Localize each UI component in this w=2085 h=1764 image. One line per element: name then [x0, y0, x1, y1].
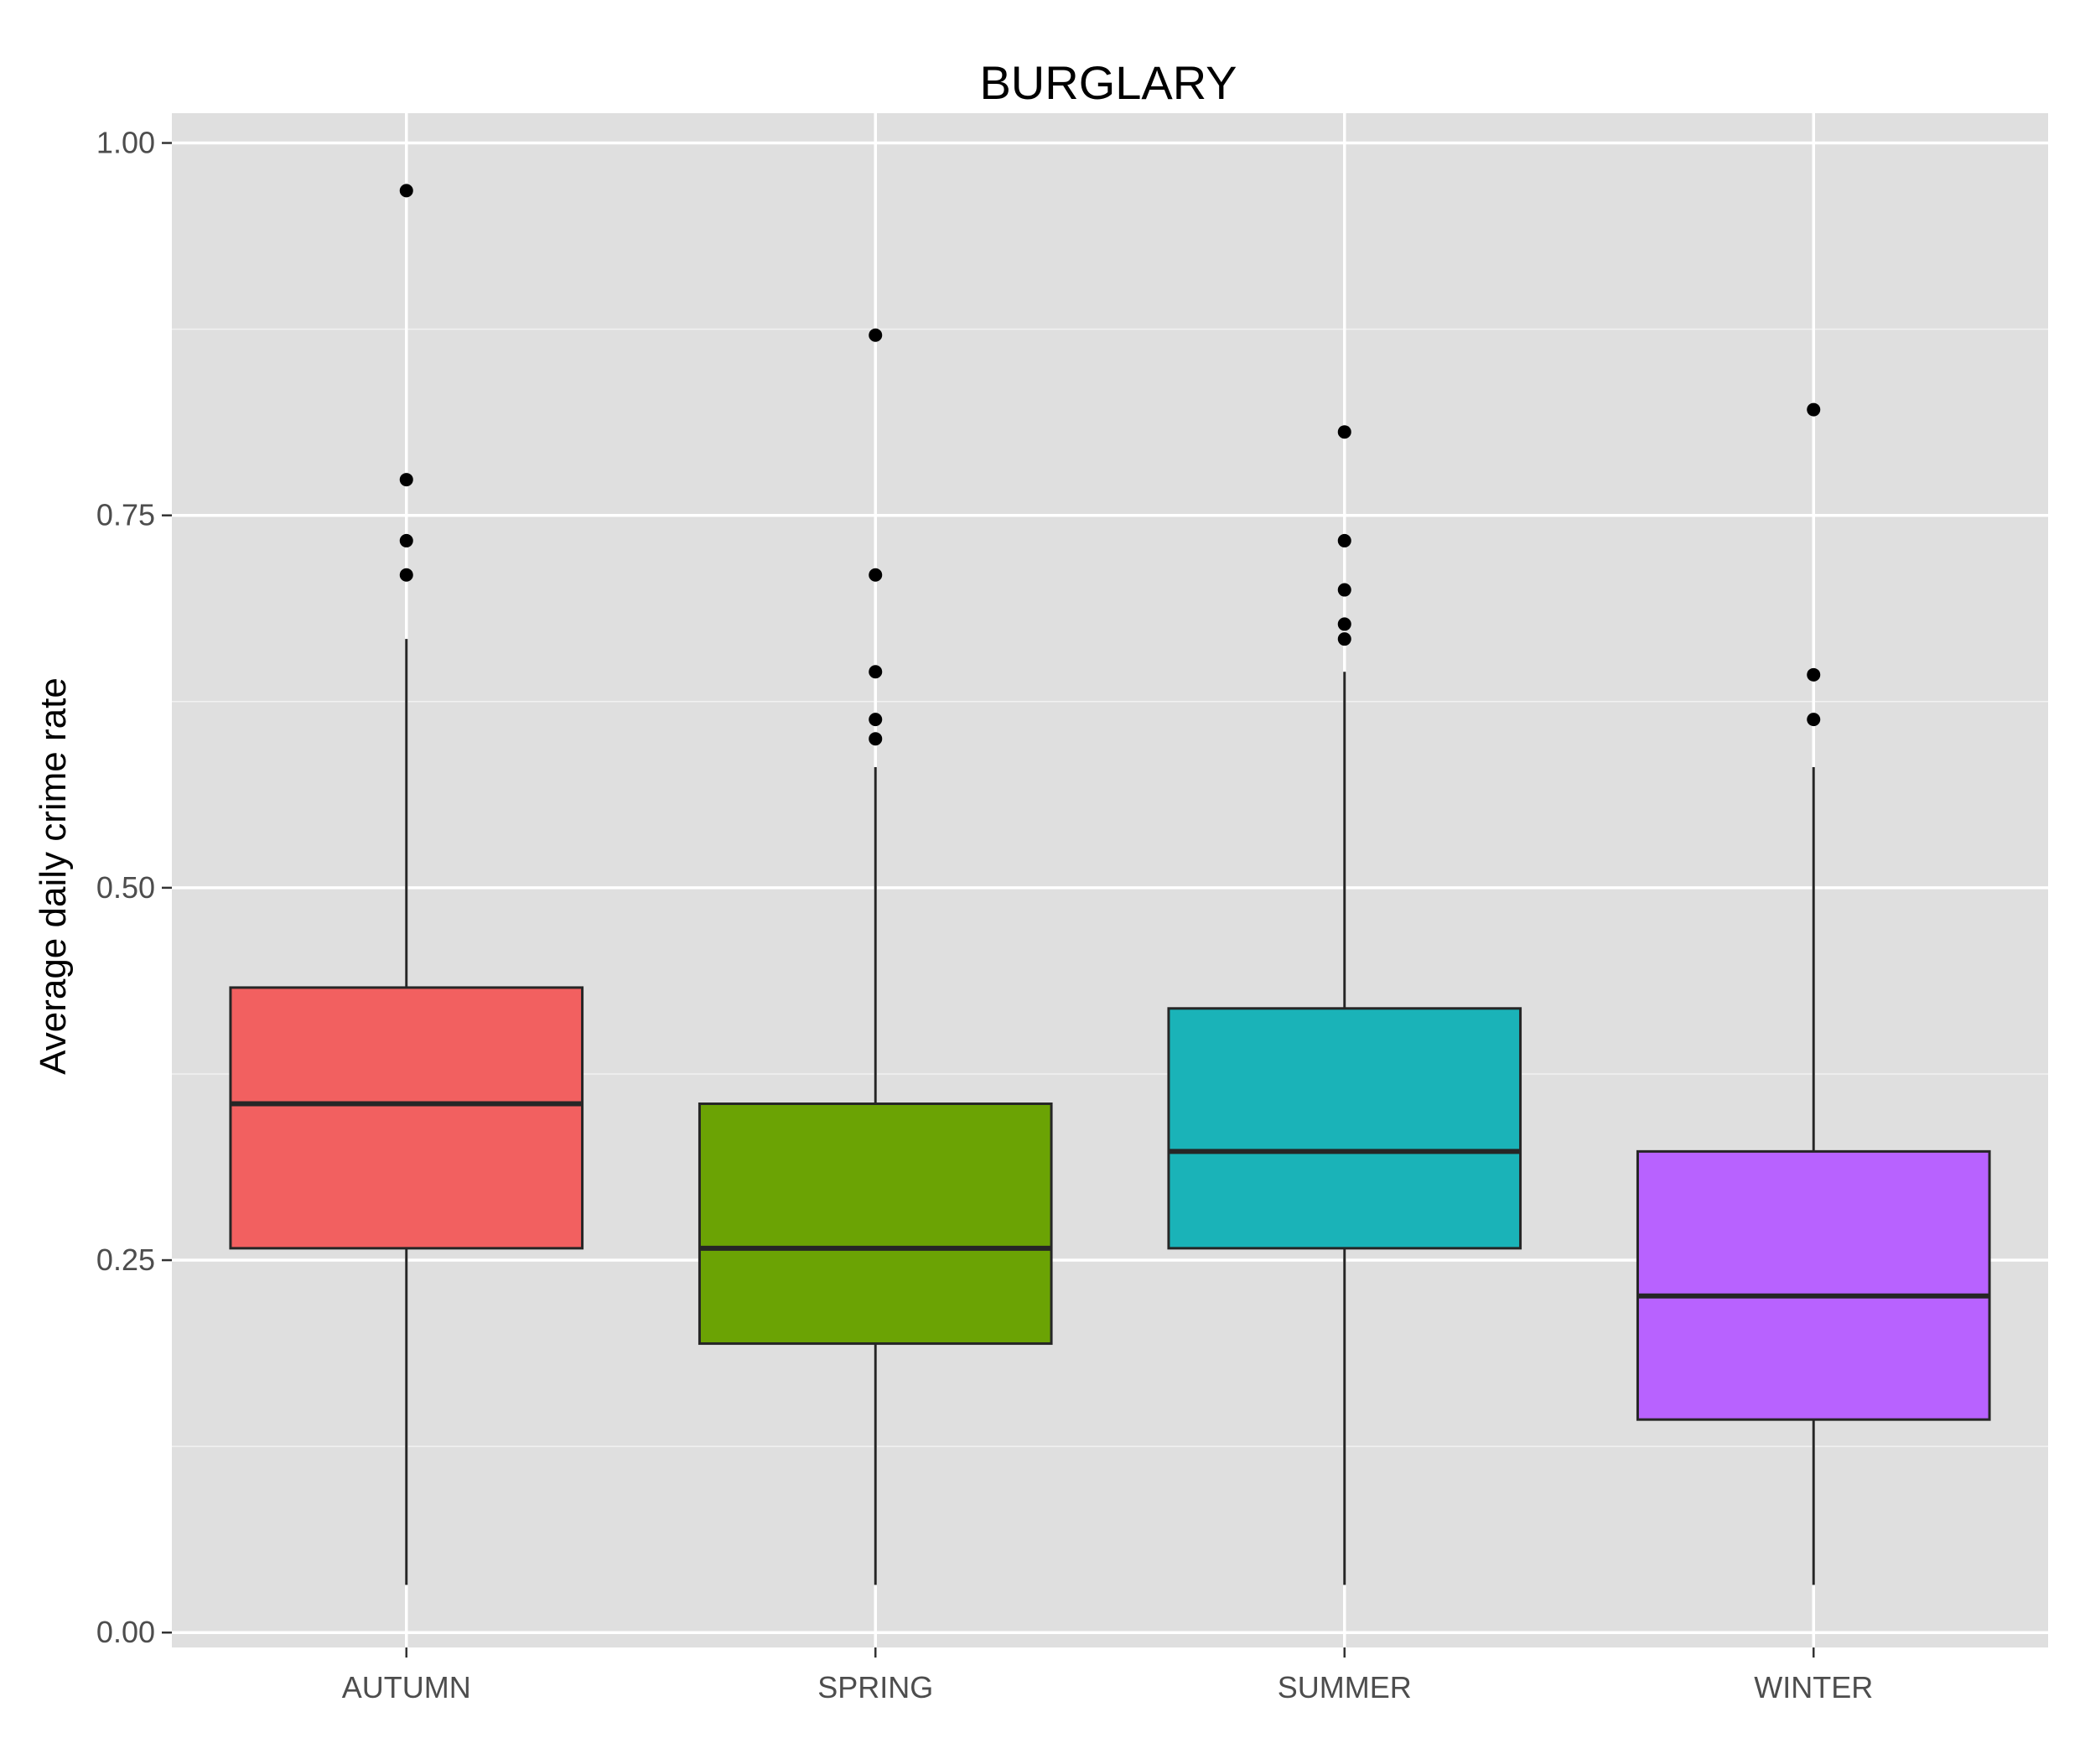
outlier-point	[869, 328, 883, 342]
outlier-point	[1337, 425, 1351, 439]
outlier-point	[399, 184, 413, 198]
y-tick-label: 0.50	[96, 870, 155, 905]
outlier-point	[869, 732, 883, 746]
outlier-point	[869, 713, 883, 727]
outlier-point	[1337, 583, 1351, 597]
outlier-point	[1337, 632, 1351, 646]
outlier-point	[869, 665, 883, 679]
outlier-point	[1807, 667, 1821, 682]
x-tick-label: AUTUMN	[342, 1670, 471, 1704]
outlier-point	[1807, 402, 1821, 417]
box-autumn	[229, 184, 584, 1585]
x-tick-label: WINTER	[1754, 1670, 1873, 1704]
box-summer	[1167, 425, 1522, 1585]
box-spring	[698, 328, 1053, 1585]
y-tick-label: 1.00	[96, 126, 155, 160]
box-body	[698, 1102, 1053, 1346]
outlier-point	[399, 473, 413, 487]
box-body	[1167, 1007, 1522, 1250]
chart-title: BURGLARY	[979, 56, 1237, 109]
outlier-point	[1337, 617, 1351, 631]
outlier-point	[1337, 533, 1351, 547]
outlier-point	[399, 533, 413, 547]
box-series	[229, 184, 1991, 1585]
y-axis-label: Average daily crime rate	[33, 677, 74, 1075]
x-tick-label: SUMMER	[1278, 1670, 1412, 1704]
x-tick-label: SPRING	[817, 1670, 933, 1704]
y-tick-label: 0.25	[96, 1243, 155, 1277]
x-axis: AUTUMN SPRING SUMMER WINTER	[342, 1647, 1873, 1704]
box-body	[229, 986, 584, 1250]
y-axis: 0.00 0.25 0.50 0.75 1.00	[96, 126, 172, 1649]
y-tick-label: 0.00	[96, 1615, 155, 1649]
y-tick-label: 0.75	[96, 498, 155, 532]
outlier-point	[869, 568, 883, 582]
outlier-point	[399, 568, 413, 582]
box-winter	[1636, 402, 1991, 1585]
outlier-point	[1807, 713, 1821, 727]
box-body	[1636, 1149, 1991, 1421]
